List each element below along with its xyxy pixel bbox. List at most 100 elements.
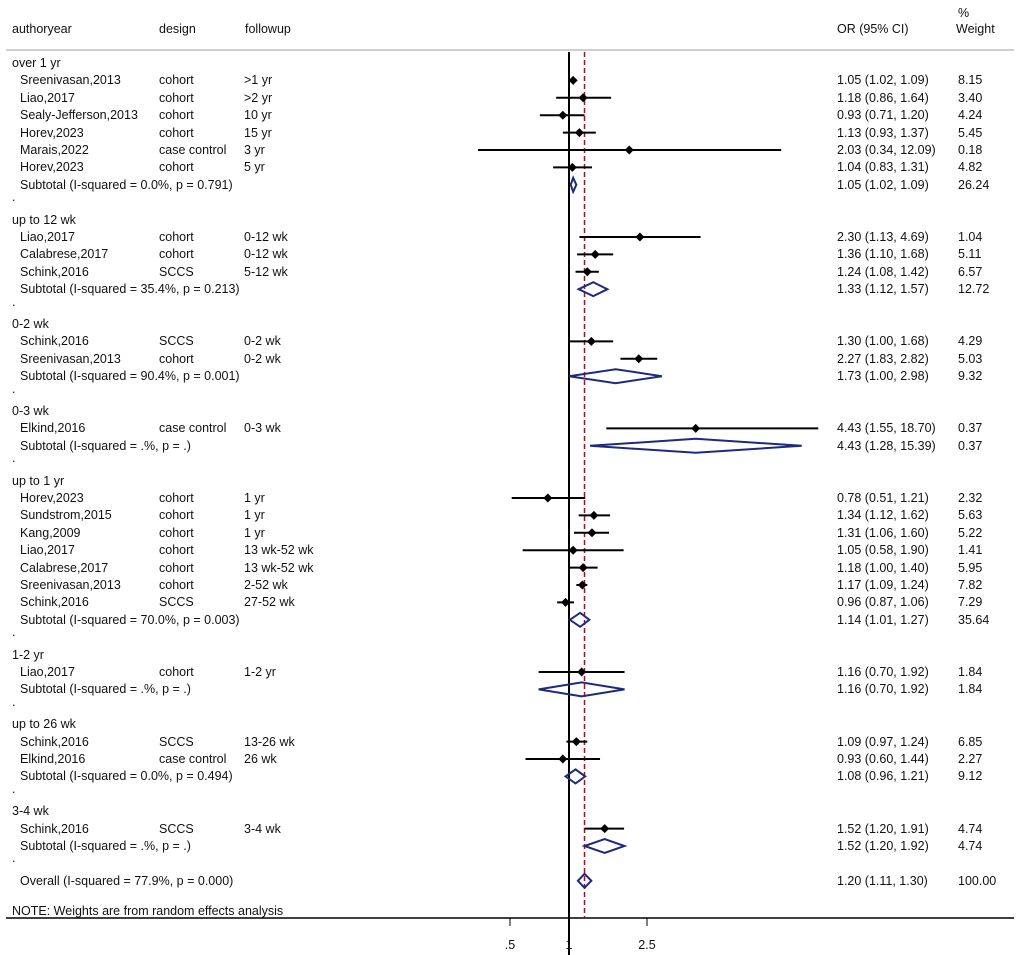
- study-design: cohort: [159, 665, 194, 679]
- study-weight: 5.22: [958, 525, 983, 540]
- study-followup: 0-2 wk: [244, 351, 281, 366]
- study-or-ci: 2.30 (1.13, 4.69): [837, 230, 929, 244]
- subtotal-weight: 0.37: [958, 438, 983, 453]
- header-weight: Weight: [956, 22, 995, 36]
- subtotal-diamond: [589, 437, 802, 454]
- study-weight: 3.40: [958, 90, 983, 105]
- spacer-dot: .: [12, 451, 16, 466]
- study-weight: 5.95: [958, 560, 983, 575]
- study-author: Sundstrom,2015: [20, 508, 112, 523]
- spacer-dot: .: [12, 381, 16, 396]
- point-estimate-marker: [587, 528, 597, 538]
- point-estimate-marker: [561, 597, 571, 607]
- subtotal-or-ci: 1.08 (0.96, 1.21): [837, 769, 929, 784]
- point-estimate-marker: [578, 93, 588, 103]
- study-or-ci: 1.30 (1.00, 1.68): [837, 334, 929, 349]
- subgroup-label: over 1 yr: [12, 56, 61, 70]
- point-estimate-marker: [635, 232, 645, 242]
- study-weight: 8.15: [958, 73, 983, 88]
- subtotal-weight: 12.72: [958, 282, 990, 297]
- study-or-ci: 0.78 (0.51, 1.21): [837, 491, 929, 505]
- study-author: Horev,2023: [20, 491, 84, 505]
- study-author: Horev,2023: [20, 125, 84, 140]
- study-weight: 4.29: [958, 334, 983, 349]
- study-or-ci: 0.96 (0.87, 1.06): [837, 595, 929, 610]
- study-author: Liao,2017: [20, 543, 75, 558]
- subtotal-label: Subtotal (I-squared = 0.0%, p = 0.494): [20, 769, 233, 784]
- point-estimate-marker: [691, 423, 701, 433]
- study-design: cohort: [159, 90, 194, 105]
- study-weight: 2.27: [958, 752, 983, 766]
- study-author: Liao,2017: [20, 665, 75, 679]
- subgroup-label: up to 1 yr: [12, 473, 65, 488]
- overall-diamond: [576, 872, 593, 890]
- study-design: cohort: [159, 247, 194, 262]
- point-estimate-marker: [577, 580, 587, 590]
- study-author: Horev,2023: [20, 160, 84, 175]
- study-design: cohort: [159, 508, 194, 523]
- study-followup: 0-2 wk: [244, 334, 281, 349]
- subtotal-label: Subtotal (I-squared = .%, p = .): [20, 682, 191, 697]
- subtotal-diamond: [568, 368, 663, 385]
- subgroup-label: up to 26 wk: [12, 717, 76, 732]
- point-estimate-marker: [558, 754, 568, 764]
- study-weight: 4.74: [958, 821, 983, 836]
- study-followup: >1 yr: [244, 73, 273, 88]
- subtotal-label: Subtotal (I-squared = 70.0%, p = 0.003): [20, 612, 240, 627]
- subtotal-or-ci: 1.05 (1.02, 1.09): [837, 177, 929, 192]
- study-author: Calabrese,2017: [20, 560, 109, 575]
- subtotal-diamond: [576, 281, 610, 298]
- subtotal-or-ci: 1.16 (0.70, 1.92): [837, 682, 929, 697]
- subtotal-or-ci: 1.14 (1.01, 1.27): [837, 612, 929, 627]
- study-or-ci: 1.18 (1.00, 1.40): [837, 560, 929, 575]
- subtotal-diamond: [581, 837, 628, 855]
- study-followup: 13 wk-52 wk: [244, 543, 314, 558]
- study-weight: 6.57: [958, 264, 983, 279]
- point-estimate-marker: [568, 75, 578, 85]
- study-followup: 1 yr: [244, 508, 265, 523]
- point-estimate-marker: [574, 128, 584, 138]
- study-followup: 3 yr: [244, 143, 265, 157]
- study-followup: 3-4 wk: [244, 821, 281, 836]
- point-estimate-marker: [624, 145, 634, 155]
- study-author: Schink,2016: [20, 821, 89, 836]
- point-estimate-marker: [543, 493, 553, 503]
- subtotal-or-ci: 4.43 (1.28, 15.39): [837, 438, 936, 453]
- study-author: Schink,2016: [20, 734, 89, 749]
- study-or-ci: 2.27 (1.83, 2.82): [837, 351, 929, 366]
- point-estimate-marker: [568, 545, 578, 555]
- footnote: NOTE: Weights are from random effects an…: [12, 904, 284, 918]
- header-design: design: [159, 22, 196, 36]
- study-followup: 13-26 wk: [244, 734, 295, 749]
- study-design: case control: [159, 143, 227, 157]
- study-followup: 13 wk-52 wk: [244, 560, 314, 575]
- spacer-dot: .: [12, 625, 16, 640]
- study-design: case control: [159, 752, 227, 766]
- spacer-dot: .: [12, 694, 16, 709]
- study-author: Marais,2022: [20, 143, 89, 157]
- spacer-dot: .: [12, 851, 16, 866]
- header-authoryear: authoryear: [12, 22, 72, 36]
- subgroup-label: 3-4 wk: [12, 804, 49, 819]
- study-weight: 0.37: [958, 421, 983, 436]
- study-weight: 6.85: [958, 734, 983, 749]
- x-tick-label: .5: [504, 938, 516, 952]
- subtotal-weight: 4.74: [958, 839, 983, 853]
- spacer-dot: .: [12, 190, 16, 205]
- point-estimate-marker: [567, 162, 577, 172]
- study-design: SCCS: [159, 264, 194, 279]
- subtotal-or-ci: 1.73 (1.00, 2.98): [837, 369, 929, 384]
- study-author: Schink,2016: [20, 334, 89, 349]
- overall-label: Overall (I-squared = 77.9%, p = 0.000): [20, 873, 234, 888]
- subtotal-diamond: [569, 175, 578, 195]
- subtotal-weight: 35.64: [958, 612, 990, 627]
- point-estimate-marker: [577, 667, 587, 677]
- study-author: Kang,2009: [20, 525, 81, 540]
- study-design: cohort: [159, 108, 194, 123]
- study-author: Sreenivasan,2013: [20, 73, 121, 88]
- subtotal-label: Subtotal (I-squared = 35.4%, p = 0.213): [20, 282, 240, 297]
- header-or-ci: OR (95% CI): [837, 22, 909, 36]
- study-followup: 1-2 yr: [244, 665, 276, 679]
